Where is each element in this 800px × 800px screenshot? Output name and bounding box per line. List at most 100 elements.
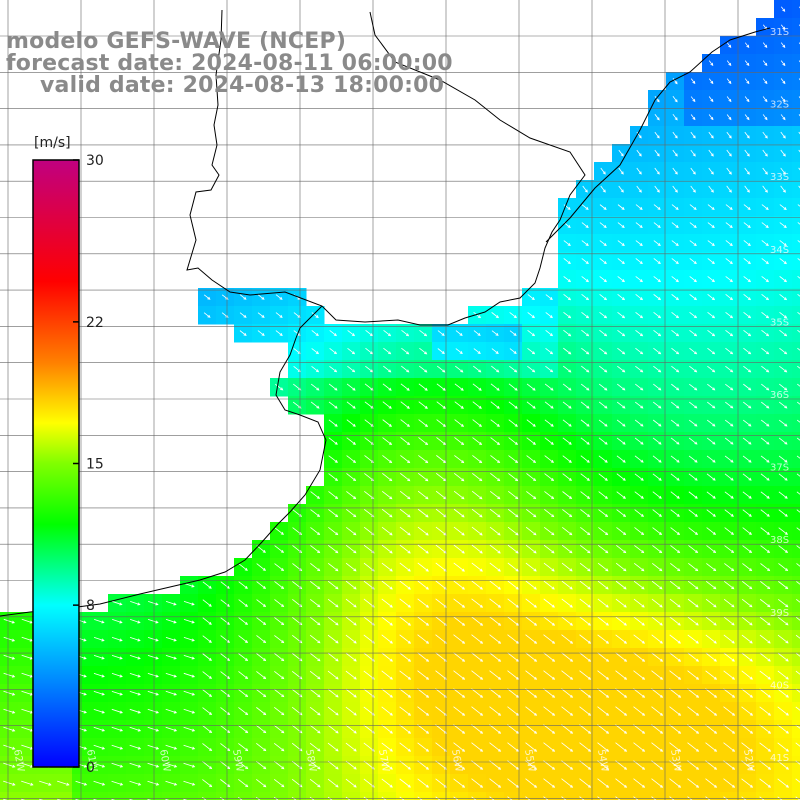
wind-arrow: [525, 778, 538, 788]
wind-arrow: [526, 491, 537, 500]
wind-arrow: [598, 473, 608, 481]
wind-arrow: [633, 670, 646, 680]
wind-arrow: [347, 365, 356, 373]
wind-arrow: [761, 347, 770, 355]
wind-arrow: [652, 455, 662, 463]
wind-arrow: [274, 599, 285, 608]
wind-arrow: [654, 131, 660, 139]
wind-arrow: [220, 743, 231, 752]
wind-arrow: [111, 780, 124, 786]
wind-arrow: [545, 365, 554, 373]
wind-arrow: [417, 562, 429, 572]
wind-arrow: [453, 652, 466, 662]
coastline-north: [186, 9, 586, 326]
wind-arrow: [274, 671, 285, 680]
wind-arrow: [256, 707, 267, 716]
wind-cell: [414, 792, 433, 800]
wind-arrow: [760, 581, 771, 590]
wind-arrow: [616, 545, 627, 554]
wind-arrow: [777, 688, 789, 698]
wind-cell: [90, 792, 109, 800]
wind-arrow: [688, 545, 699, 554]
wind-arrow: [202, 689, 213, 697]
wind-arrow: [651, 598, 663, 608]
wind-arrow: [633, 778, 646, 788]
wind-arrow: [129, 672, 141, 678]
wind-arrow: [562, 419, 572, 427]
wind-arrow: [690, 149, 696, 157]
wind-arrow: [688, 509, 698, 517]
wind-arrow: [220, 581, 230, 589]
wind-arrow: [615, 688, 628, 698]
wind-arrow: [165, 780, 178, 786]
wind-arrow: [183, 672, 195, 678]
wind-cell: [0, 792, 19, 800]
wind-arrow: [636, 149, 642, 157]
wind-arrow: [669, 652, 682, 662]
wind-arrow: [635, 365, 644, 373]
longitude-label: 54W: [595, 749, 610, 773]
wind-arrow: [652, 545, 663, 554]
wind-arrow: [473, 330, 481, 336]
wind-arrow: [688, 419, 698, 427]
wind-arrow: [561, 616, 574, 626]
longitude-labels: 62W 61W 60W 59W 58W 57W 56W 55W 54W 53W 52W: [11, 749, 756, 773]
wind-arrow: [147, 690, 159, 696]
wind-arrow: [471, 778, 484, 788]
wind-arrow: [635, 383, 644, 391]
wind-arrow: [328, 473, 339, 481]
wind-arrow: [327, 580, 339, 590]
wind-arrow: [669, 598, 681, 608]
wind-arrow: [617, 383, 626, 391]
wind-arrow: [670, 437, 680, 445]
wind-arrow: [599, 329, 608, 337]
wind-arrow: [112, 601, 123, 606]
wind-arrow: [797, 329, 800, 333]
wind-arrow: [653, 294, 662, 301]
wind-arrow: [165, 726, 178, 732]
wind-arrow: [527, 312, 535, 319]
wind-arrow: [544, 437, 554, 445]
longitude-label: 55W: [522, 749, 537, 773]
wind-arrow: [381, 778, 393, 788]
wind-arrow: [741, 652, 753, 662]
wind-arrow: [345, 634, 357, 644]
wind-arrow: [508, 473, 519, 482]
wind-arrow: [311, 330, 319, 337]
wind-arrow: [345, 598, 357, 608]
wind-arrow: [525, 742, 538, 752]
wind-arrow: [183, 780, 196, 786]
wind-arrow: [780, 96, 786, 103]
wind-arrow: [777, 616, 789, 626]
wind-arrow: [363, 688, 375, 698]
wind-arrow: [762, 114, 768, 121]
wind-arrow: [400, 383, 410, 391]
wind-arrow: [329, 348, 338, 355]
wind-arrow: [417, 778, 429, 788]
wind-arrow: [183, 654, 195, 660]
wind-arrow: [381, 634, 393, 644]
wind-arrow: [635, 240, 643, 246]
wind-arrow: [670, 455, 680, 463]
wind-arrow: [671, 312, 680, 319]
wind-arrow: [57, 780, 70, 786]
wind-arrow: [779, 383, 788, 391]
wind-arrow: [579, 670, 592, 680]
wind-cell: [792, 540, 800, 559]
wind-arrow: [543, 706, 556, 716]
wind-cell: [774, 792, 793, 800]
wind-arrow: [471, 706, 484, 716]
wind-arrow: [581, 365, 590, 373]
wind-arrow: [238, 779, 249, 788]
wind-arrow: [562, 383, 572, 391]
wind-arrow: [327, 562, 339, 572]
wind-arrow: [705, 778, 718, 788]
wind-arrow: [220, 599, 230, 607]
wind-arrow: [762, 149, 768, 157]
wind-cell: [396, 792, 415, 800]
wind-arrow: [651, 724, 664, 734]
wind-arrow: [436, 437, 447, 446]
wind-arrow: [507, 724, 520, 734]
wind-arrow: [617, 258, 625, 265]
wind-arrow: [563, 258, 571, 265]
